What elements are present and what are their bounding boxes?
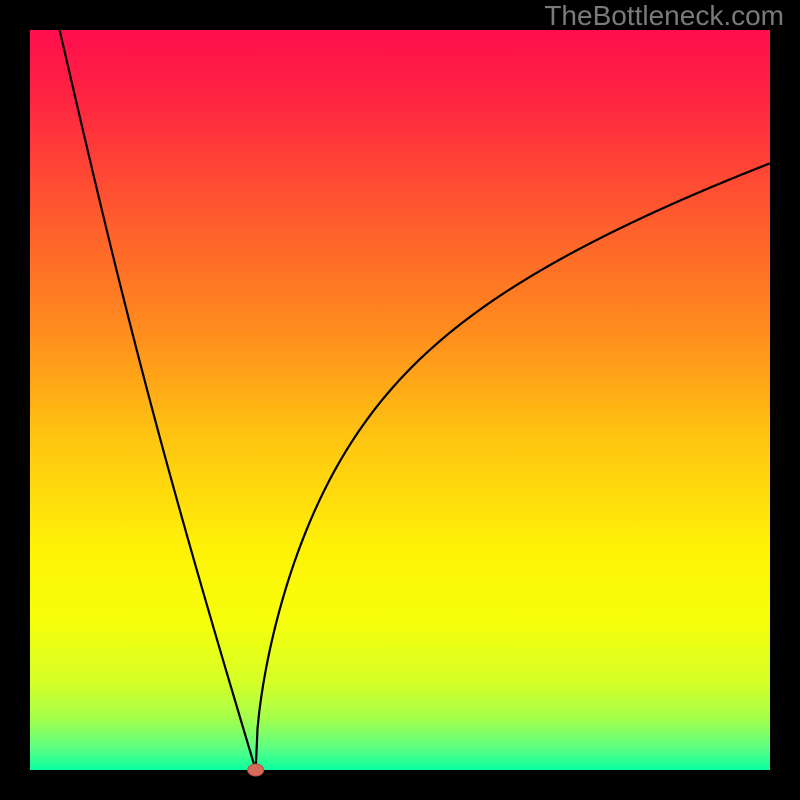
bottleneck-chart — [0, 0, 800, 800]
optimum-marker — [248, 764, 264, 776]
watermark-text: TheBottleneck.com — [544, 0, 784, 32]
plot-area — [30, 30, 770, 770]
